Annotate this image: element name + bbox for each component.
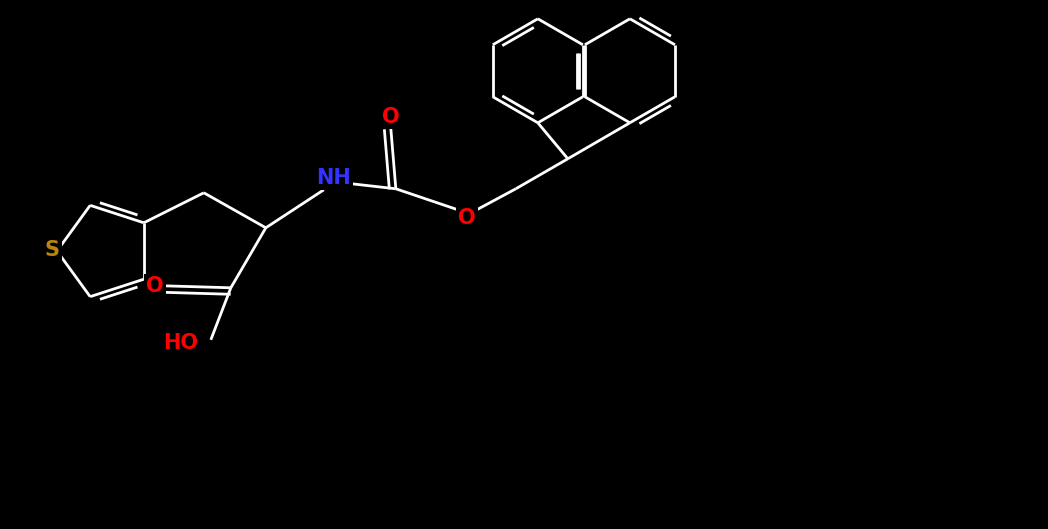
Text: O: O (458, 208, 476, 228)
Text: O: O (383, 107, 399, 127)
Text: HO: HO (163, 333, 198, 353)
Text: O: O (146, 276, 163, 296)
Text: NH: NH (316, 168, 351, 188)
Text: S: S (44, 240, 60, 260)
